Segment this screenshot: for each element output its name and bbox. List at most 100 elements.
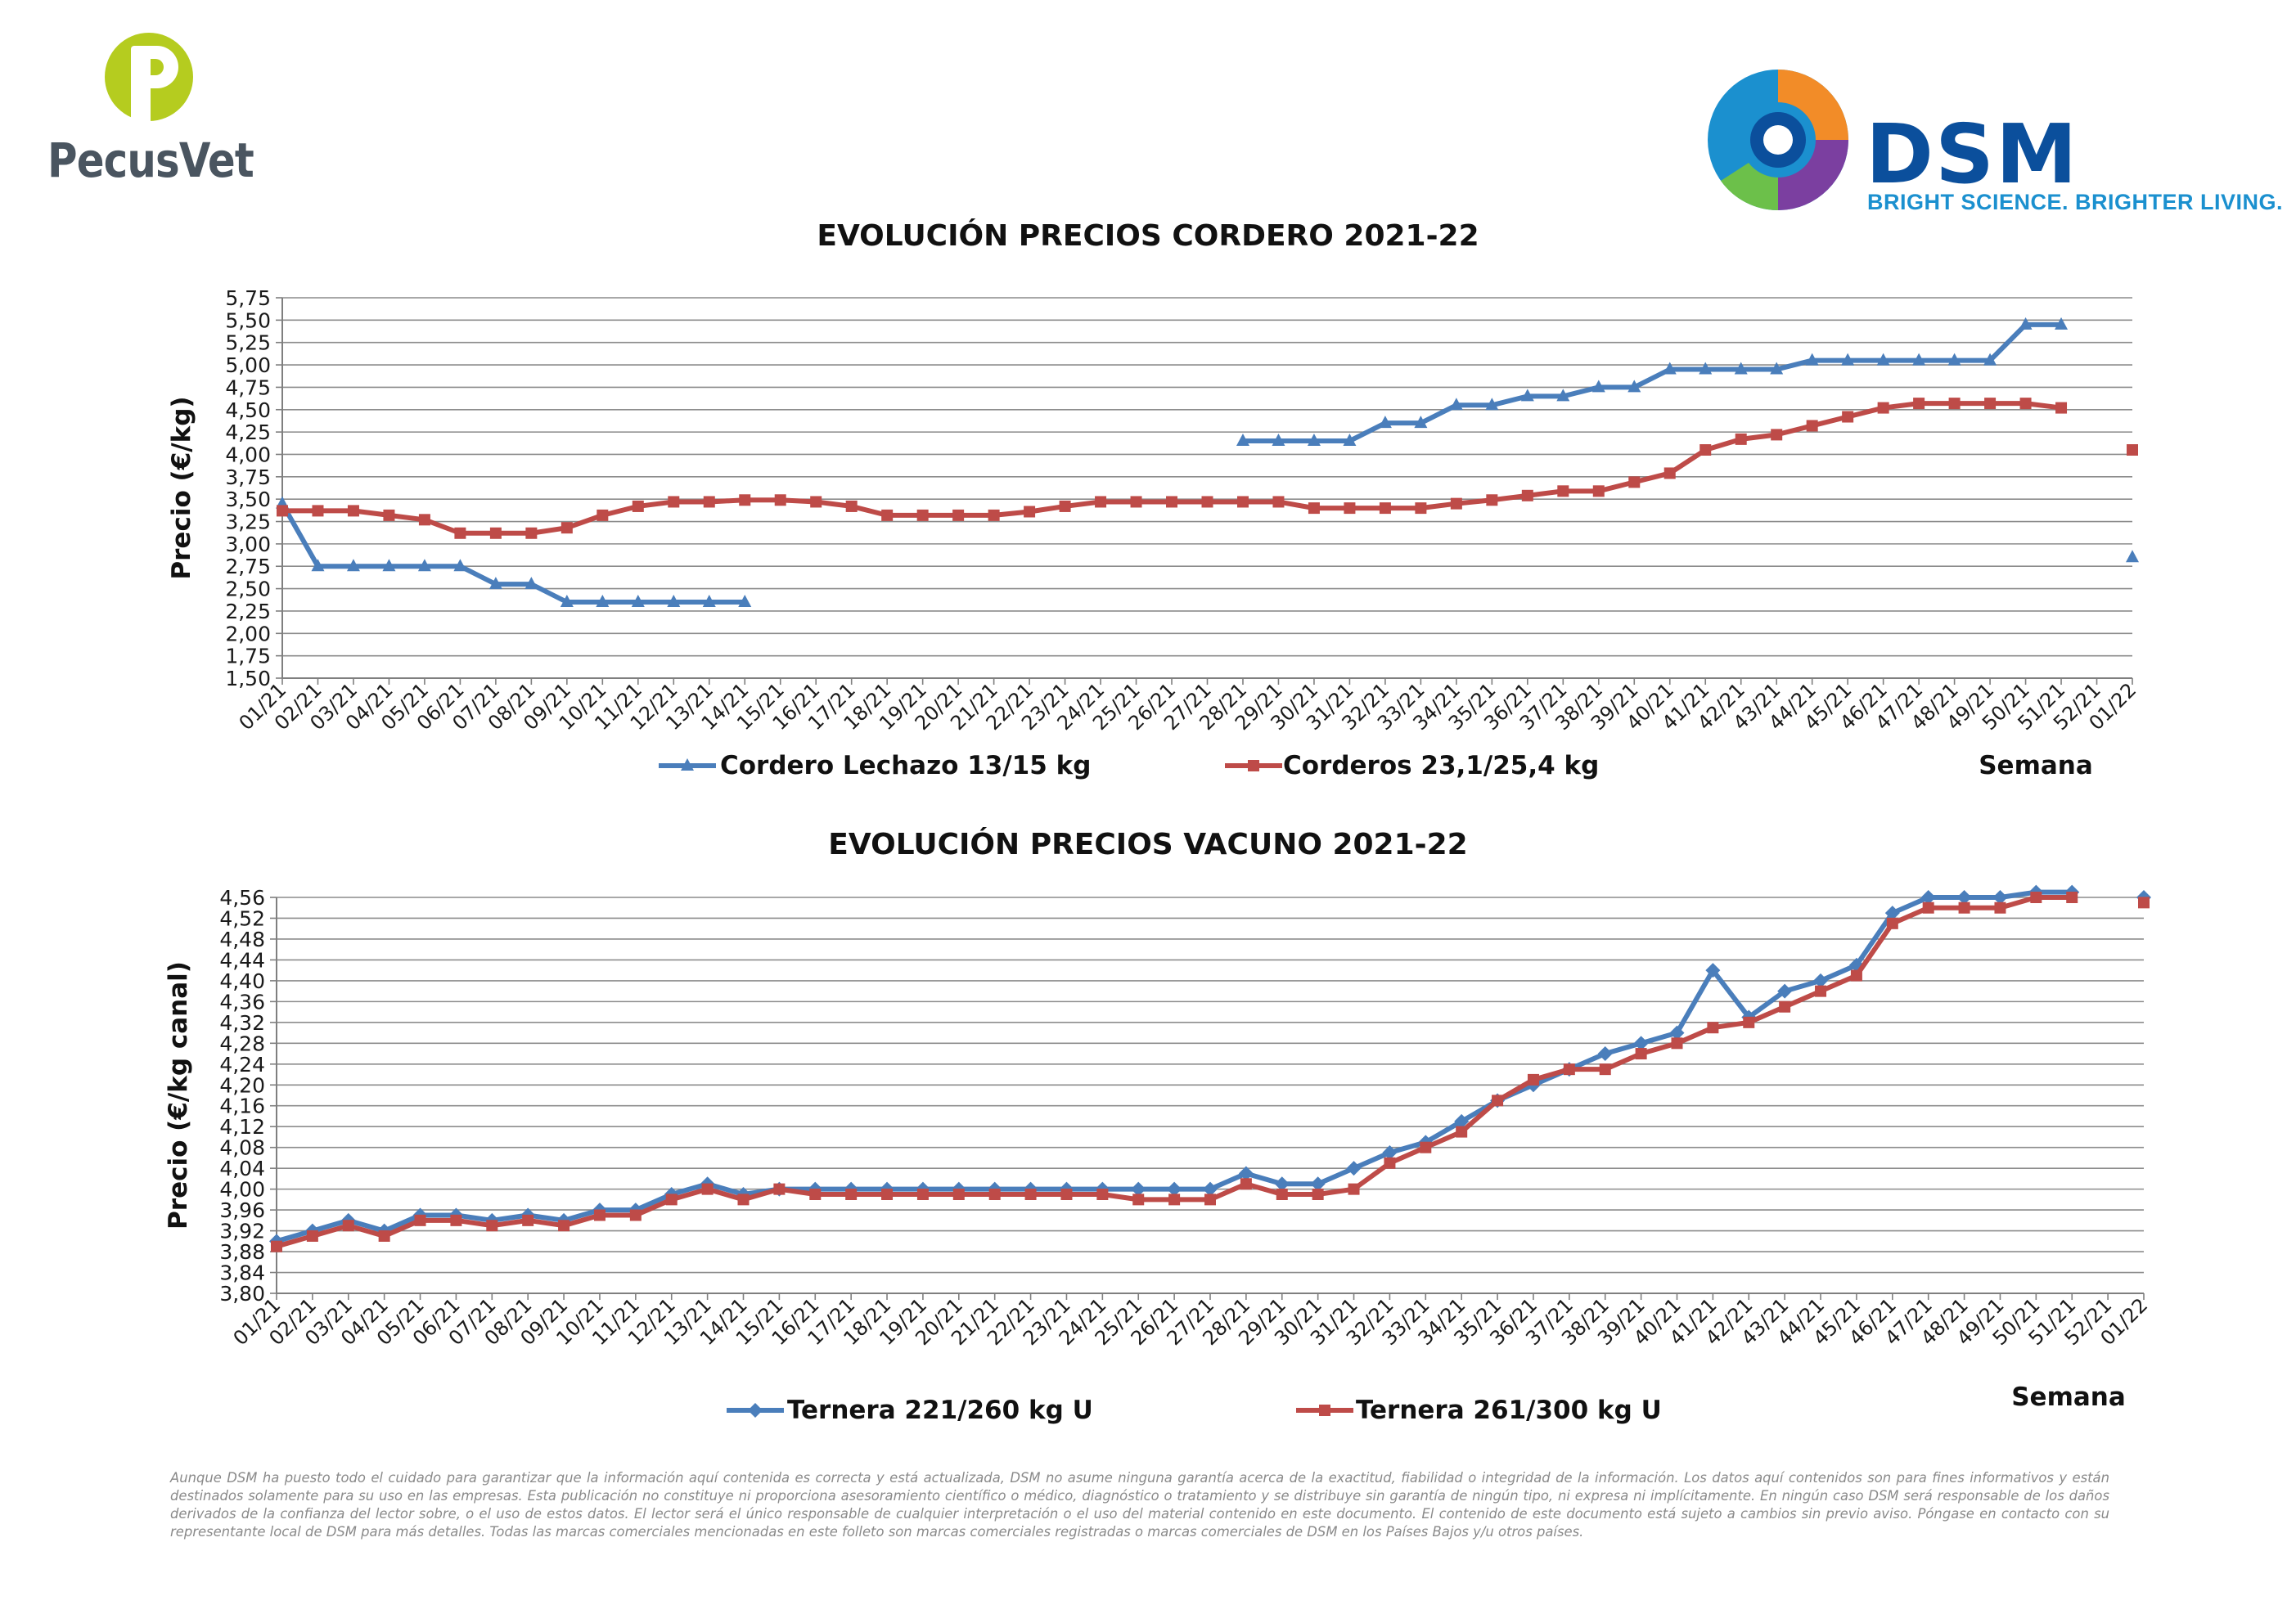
data-point [1238, 1166, 1254, 1181]
data-point [665, 1194, 678, 1206]
y-tick-label: 3,25 [225, 510, 271, 534]
data-point [1983, 353, 1997, 366]
data-point [739, 494, 751, 506]
data-point [1168, 1194, 1181, 1206]
y-tick-label: 3,50 [225, 488, 271, 511]
y-tick-label: 2,50 [225, 578, 271, 601]
data-point [271, 1240, 282, 1252]
data-point [1663, 362, 1677, 375]
dsm-logo: DSM BRIGHT SCIENCE. BRIGHTER LIVING. [1700, 62, 2283, 234]
y-tick-label: 5,50 [225, 308, 271, 332]
data-point [1272, 496, 1285, 508]
data-point [1454, 1113, 1470, 1129]
data-point [1276, 1189, 1288, 1200]
data-point [1378, 416, 1392, 429]
y-tick-label: 4,04 [219, 1157, 265, 1180]
data-point [383, 509, 395, 521]
data-point [1024, 1189, 1037, 1200]
data-point [486, 1220, 498, 1232]
data-point [1886, 917, 1898, 929]
series-1 [271, 892, 2150, 1252]
data-point [701, 1183, 714, 1195]
y-tick-label: 2,75 [225, 555, 271, 578]
data-point [1557, 485, 1569, 497]
data-point [382, 559, 396, 572]
data-point [952, 509, 965, 521]
data-point [1272, 434, 1285, 447]
data-point [1420, 1141, 1432, 1153]
series-line [1242, 321, 2062, 444]
y-tick-label: 4,40 [219, 969, 265, 993]
data-point [2066, 892, 2078, 903]
data-point [1563, 1063, 1575, 1076]
y-tick-label: 4,00 [219, 1178, 265, 1202]
legend-label: Corderos 23,1/25,4 kg [1283, 751, 1599, 780]
y-tick-label: 4,20 [219, 1073, 265, 1097]
data-point [1308, 502, 1320, 515]
data-point [2126, 550, 2139, 563]
data-point [1591, 380, 1605, 393]
y-tick-label: 3,88 [219, 1240, 265, 1264]
data-point [1236, 496, 1249, 508]
y-tick-label: 4,56 [219, 886, 265, 910]
data-point [1132, 1194, 1145, 1206]
data-point [1095, 496, 1107, 508]
data-point [1842, 411, 1854, 423]
data-point [1777, 983, 1793, 999]
data-point [488, 577, 502, 590]
pecusvet-wordmark: PecusVet [47, 133, 254, 188]
data-point [1913, 398, 1925, 410]
data-point [2127, 444, 2138, 456]
y-tick-label: 1,75 [225, 645, 271, 668]
y-tick-label: 4,28 [219, 1032, 265, 1055]
data-point [1344, 502, 1356, 515]
data-point [988, 1189, 1001, 1200]
data-point [2019, 317, 2033, 330]
chart-title-vacuno: EVOLUCIÓN PRECIOS VACUNO 2021-22 [828, 828, 1468, 861]
data-point [1167, 1181, 1182, 1197]
legend-marker [1319, 1405, 1330, 1416]
dsm-tagline: BRIGHT SCIENCE. BRIGHTER LIVING. [1867, 190, 2284, 214]
y-tick-label: 5,25 [225, 331, 271, 355]
data-point [988, 509, 1000, 521]
legal-disclaimer: Aunque DSM ha puesto todo el cuidado par… [170, 1470, 2109, 1540]
y-tick-label: 3,96 [219, 1198, 265, 1222]
data-point [1771, 429, 1783, 441]
data-point [1346, 1161, 1362, 1176]
data-point [1485, 398, 1499, 411]
data-point [1743, 1016, 1755, 1028]
data-point [1597, 1046, 1613, 1062]
data-point [916, 509, 929, 521]
data-point [773, 1183, 786, 1195]
data-point [312, 505, 324, 517]
data-point [560, 595, 574, 607]
data-point [1707, 1022, 1719, 1034]
data-point [1492, 1095, 1504, 1107]
data-point [1456, 1126, 1468, 1138]
data-point [1130, 496, 1142, 508]
data-point [1520, 389, 1534, 402]
data-point [881, 1189, 894, 1200]
chart-title-cordero: EVOLUCIÓN PRECIOS CORDERO 2021-22 [817, 219, 1479, 253]
legend-marker [748, 1403, 763, 1418]
data-point [1059, 500, 1071, 512]
data-point [347, 505, 359, 517]
data-point [1958, 901, 1970, 914]
dsm-swirl-icon [1708, 70, 1848, 210]
data-point [450, 1214, 462, 1226]
data-point [845, 1189, 858, 1200]
y-tick-label: 3,80 [219, 1282, 265, 1306]
data-point [1806, 420, 1818, 432]
legend-marker [681, 758, 694, 771]
data-point [593, 1209, 606, 1221]
data-point [1992, 890, 2008, 905]
data-point [2055, 317, 2069, 330]
pecusvet-logo: PecusVet [47, 33, 260, 196]
data-point [1527, 1073, 1539, 1086]
data-point [525, 527, 538, 539]
data-point [1841, 353, 1855, 366]
y-tick-label: 4,25 [225, 420, 271, 444]
y-axis-label: Precio (€/kg canal) [164, 961, 193, 1230]
data-point [1635, 1048, 1647, 1060]
data-point [1850, 969, 1862, 982]
